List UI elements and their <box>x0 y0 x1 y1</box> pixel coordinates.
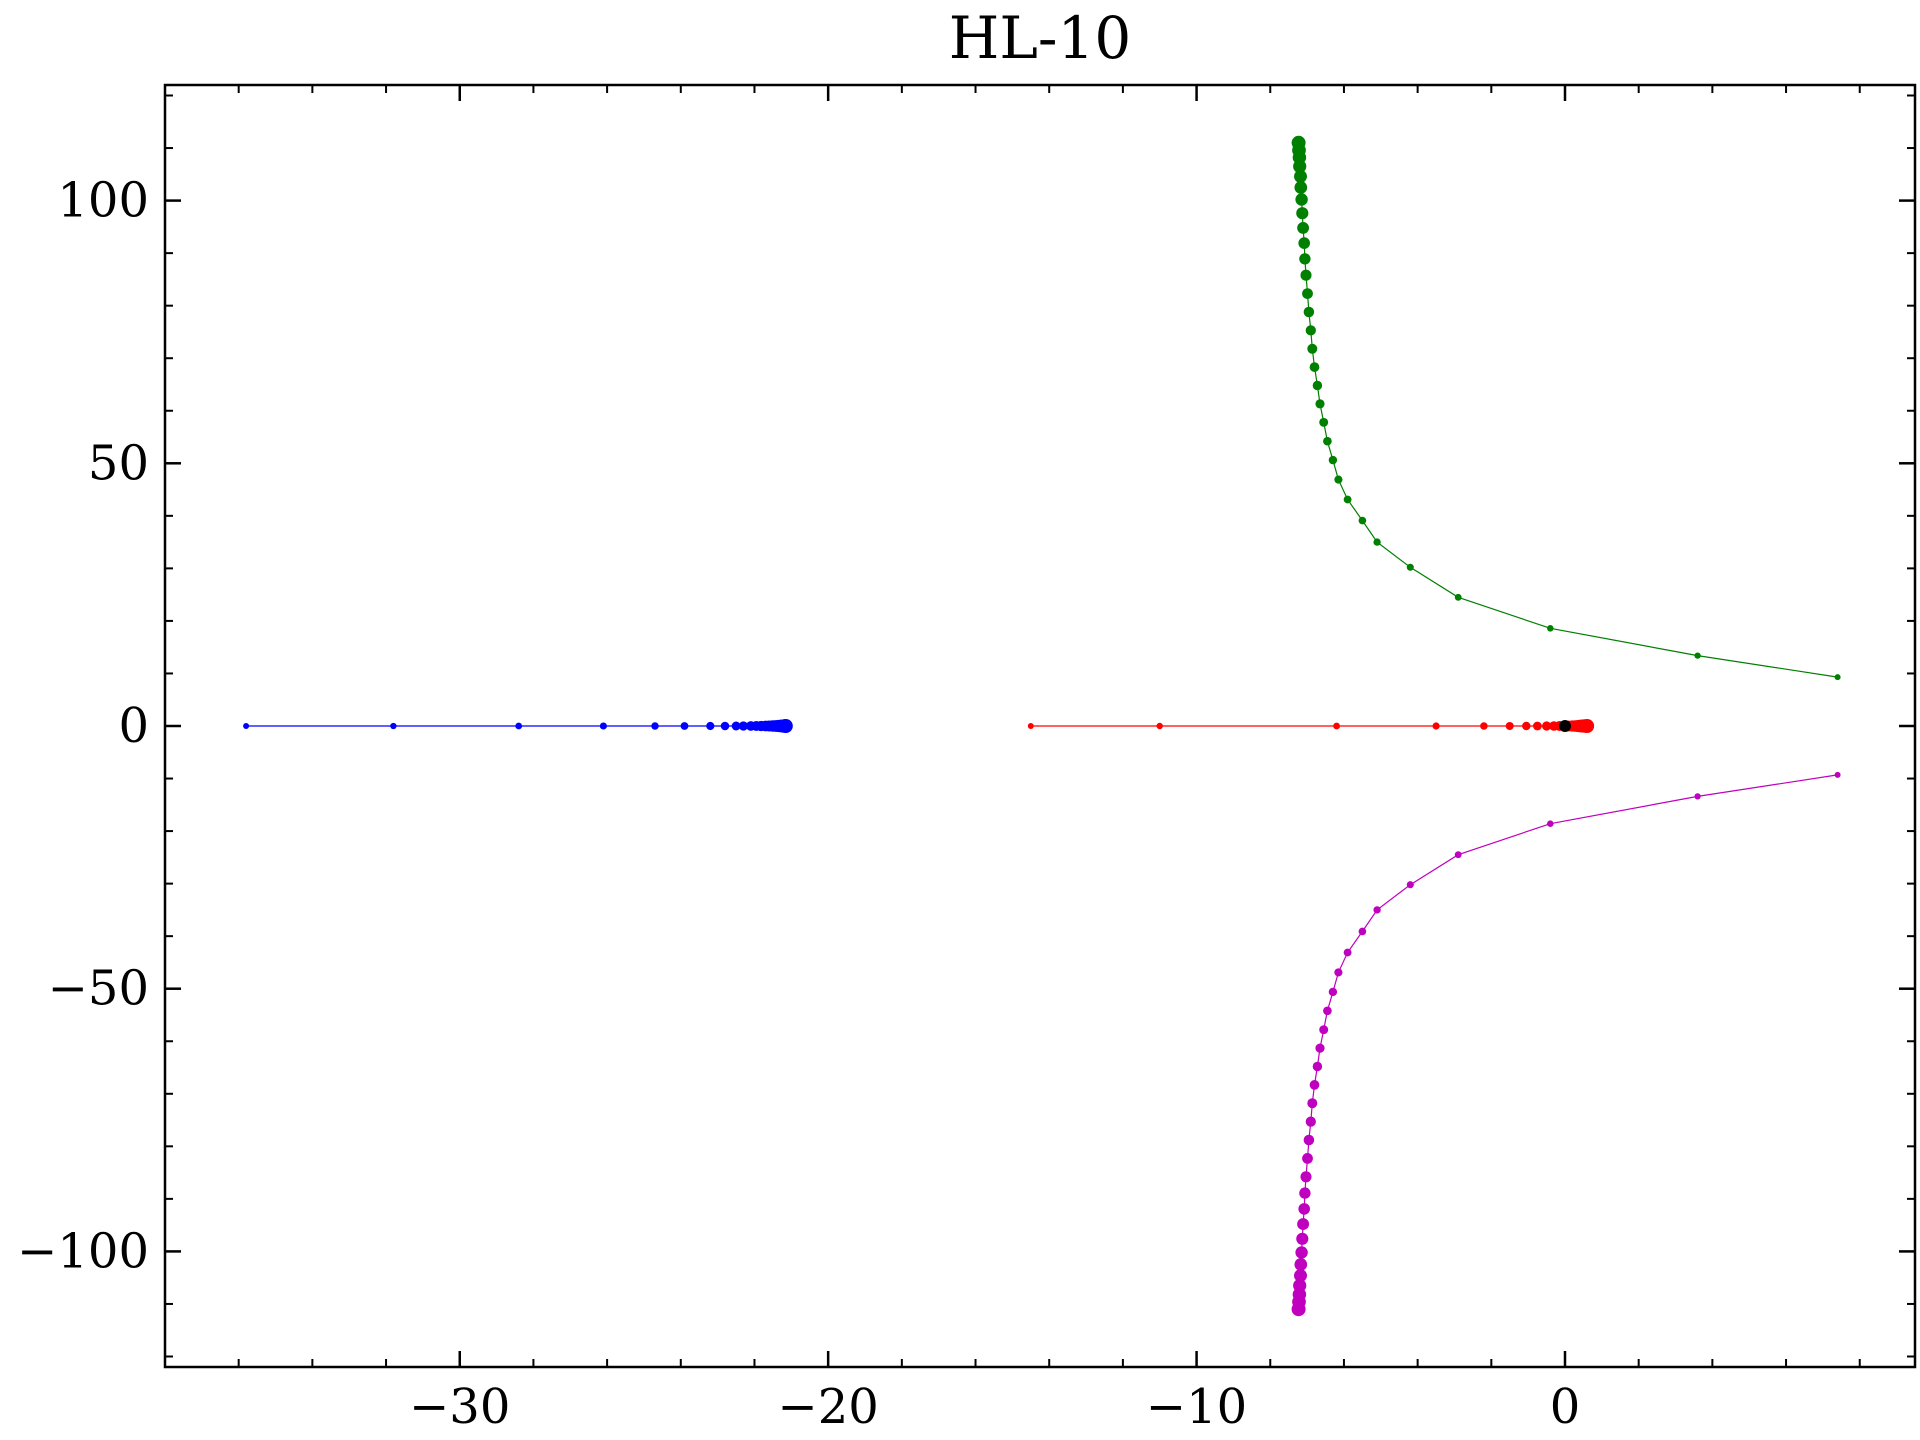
data-point <box>1299 1187 1311 1199</box>
data-point <box>1547 625 1554 632</box>
x-tick-label: −10 <box>1146 1379 1247 1435</box>
data-point <box>1480 722 1488 730</box>
data-point <box>1834 674 1841 681</box>
y-tick-label: 0 <box>118 698 149 754</box>
data-point <box>1358 516 1367 525</box>
data-point <box>1834 771 1841 778</box>
x-tick-label: 0 <box>1550 1379 1581 1435</box>
data-point <box>731 721 741 731</box>
data-point <box>1315 399 1325 409</box>
data-point <box>1334 475 1343 484</box>
data-point <box>1294 169 1307 183</box>
data-point <box>1303 306 1315 318</box>
data-point <box>1309 362 1320 372</box>
data-point <box>1694 793 1701 800</box>
data-point <box>1296 1232 1309 1245</box>
data-point <box>1291 135 1306 150</box>
axes-frame <box>163 83 1917 1369</box>
data-point <box>1303 1134 1315 1146</box>
data-point <box>1312 1061 1323 1072</box>
data-point <box>1298 237 1310 249</box>
data-point <box>1319 1025 1329 1035</box>
data-point <box>651 722 659 730</box>
data-point <box>1328 455 1338 465</box>
data-point <box>1302 288 1313 299</box>
data-point <box>1319 417 1329 427</box>
data-point <box>1156 722 1163 730</box>
data-point <box>1406 881 1414 889</box>
data-point <box>1373 538 1381 546</box>
data-point <box>1333 722 1340 730</box>
data-point <box>1343 495 1352 504</box>
data-point <box>599 722 607 730</box>
data-point <box>1373 906 1381 914</box>
data-point <box>1297 1218 1310 1231</box>
data-point <box>1305 325 1316 336</box>
data-point <box>1294 1258 1308 1271</box>
data-point <box>1328 987 1338 997</box>
data-point <box>1295 1246 1308 1259</box>
data-point <box>1358 927 1367 936</box>
data-point <box>1305 1116 1316 1127</box>
y-tick-label: −100 <box>17 1223 149 1279</box>
data-point <box>1454 851 1462 859</box>
data-point <box>1307 1098 1318 1109</box>
data-point <box>680 722 689 730</box>
data-point <box>1298 1203 1310 1215</box>
data-point <box>1295 193 1308 206</box>
data-point <box>1454 593 1462 601</box>
data-point <box>1300 269 1312 281</box>
y-tick-label: 100 <box>57 173 149 229</box>
data-point <box>1309 1080 1320 1090</box>
data-point <box>1432 722 1440 730</box>
data-point <box>1300 1171 1312 1183</box>
data-point <box>738 721 749 731</box>
data-point <box>1302 1153 1313 1164</box>
data-point <box>1294 1269 1307 1283</box>
data-point <box>1343 948 1352 957</box>
data-point <box>1297 221 1310 234</box>
data-point <box>1027 723 1034 729</box>
data-point <box>1294 181 1308 194</box>
data-point <box>1694 652 1701 659</box>
chart-title: HL-10 <box>949 4 1132 72</box>
data-point <box>1323 436 1332 446</box>
series-line <box>1298 142 1838 678</box>
data-point <box>1291 1302 1306 1317</box>
data-point <box>390 722 397 730</box>
data-point <box>243 723 250 729</box>
data-point <box>1323 1006 1332 1016</box>
data-point <box>1315 1043 1325 1053</box>
data-point <box>1542 721 1552 731</box>
data-point <box>720 721 730 731</box>
series-line <box>1298 774 1838 1310</box>
y-tick-label: −50 <box>48 961 149 1017</box>
data-point <box>1522 721 1531 731</box>
data-point <box>778 719 793 733</box>
data-point <box>1505 722 1514 730</box>
data-point <box>706 721 715 731</box>
x-tick-label: −20 <box>778 1379 879 1435</box>
data-point <box>1559 720 1571 732</box>
data-point <box>1406 563 1414 571</box>
y-tick-label: 50 <box>88 435 149 491</box>
data-point <box>1296 207 1309 220</box>
data-point <box>1547 820 1554 827</box>
data-point <box>1307 343 1318 354</box>
data-point <box>1299 253 1311 265</box>
data-point <box>1312 380 1323 391</box>
data-point <box>515 722 523 730</box>
data-point <box>1334 968 1343 977</box>
x-tick-label: −30 <box>409 1379 510 1435</box>
data-point <box>1533 721 1542 731</box>
data-point <box>1580 719 1595 733</box>
